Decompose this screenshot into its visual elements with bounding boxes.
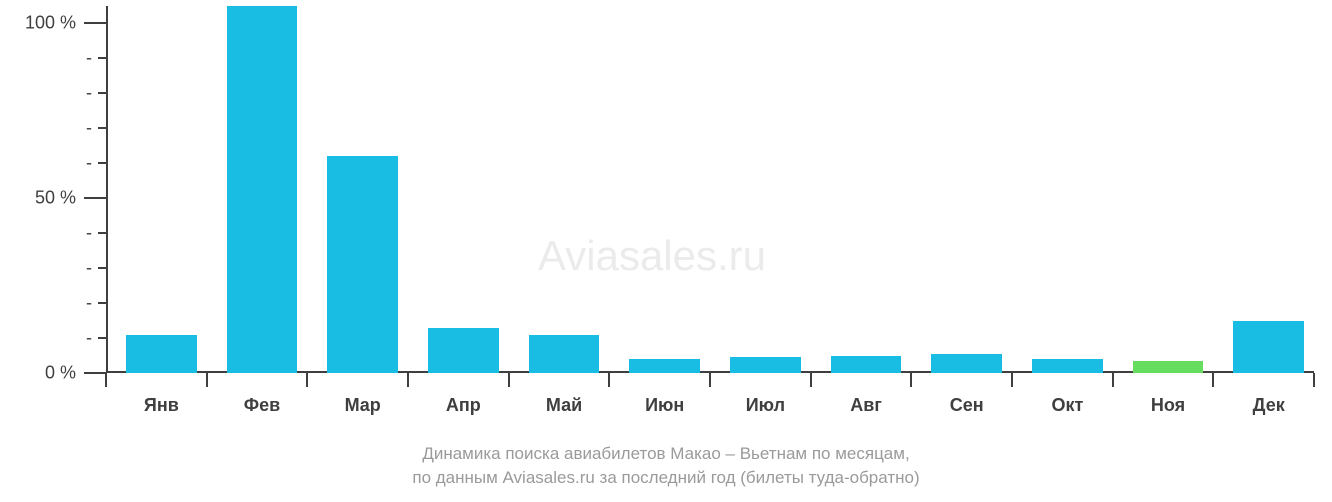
y-axis-label: 100 % [25,13,76,34]
x-axis-label: Фев [244,395,280,416]
y-tick-major [84,22,106,24]
x-axis-label: Дек [1253,395,1285,416]
y-tick-minor [98,302,106,304]
bar [629,359,699,373]
x-tick [407,373,409,387]
x-axis-label: Май [546,395,582,416]
plot-area [106,6,1314,373]
bar [327,156,397,373]
y-axis-minor-label: - [86,258,92,279]
bar [428,328,498,373]
x-tick [810,373,812,387]
y-axis-minor-label: - [86,83,92,104]
y-tick-minor [98,92,106,94]
bar [529,335,599,373]
x-axis-label: Янв [144,395,179,416]
y-tick-minor [98,267,106,269]
y-tick-minor [98,127,106,129]
bar [831,356,901,373]
x-tick [1313,373,1315,387]
bar-chart: Aviasales.ru Динамика поиска авиабилетов… [0,0,1332,502]
y-axis-label: 0 % [45,363,76,384]
y-tick-minor [98,337,106,339]
x-tick [709,373,711,387]
caption-line-2: по данным Aviasales.ru за последний год … [0,466,1332,490]
x-axis-label: Окт [1051,395,1083,416]
x-tick [206,373,208,387]
y-axis-minor-label: - [86,48,92,69]
bar [730,357,800,373]
bar [1233,321,1303,373]
y-axis-minor-label: - [86,223,92,244]
caption-line-1: Динамика поиска авиабилетов Макао – Вьет… [0,442,1332,466]
x-tick [105,373,107,387]
bar [1032,359,1102,373]
y-axis-minor-label: - [86,293,92,314]
x-axis-label: Апр [446,395,481,416]
x-axis-label: Авг [850,395,882,416]
y-axis-minor-label: - [86,118,92,139]
x-axis-label: Мар [345,395,381,416]
x-axis-label: Ноя [1151,395,1185,416]
y-axis-minor-label: - [86,328,92,349]
x-tick [1112,373,1114,387]
x-tick [1011,373,1013,387]
bars-container [106,6,1314,373]
y-axis-minor-label: - [86,153,92,174]
y-tick-minor [98,57,106,59]
y-tick-minor [98,232,106,234]
bar [1133,361,1203,373]
bar [931,354,1001,373]
bar [126,335,196,373]
x-tick [508,373,510,387]
y-tick-major [84,372,106,374]
bar [227,6,297,373]
chart-caption: Динамика поиска авиабилетов Макао – Вьет… [0,442,1332,490]
y-axis-label: 50 % [35,188,76,209]
x-tick [1212,373,1214,387]
y-tick-minor [98,162,106,164]
x-axis-label: Июн [645,395,684,416]
x-tick [608,373,610,387]
x-axis-label: Июл [746,395,785,416]
x-tick [910,373,912,387]
y-tick-major [84,197,106,199]
x-tick [306,373,308,387]
x-axis-label: Сен [950,395,984,416]
